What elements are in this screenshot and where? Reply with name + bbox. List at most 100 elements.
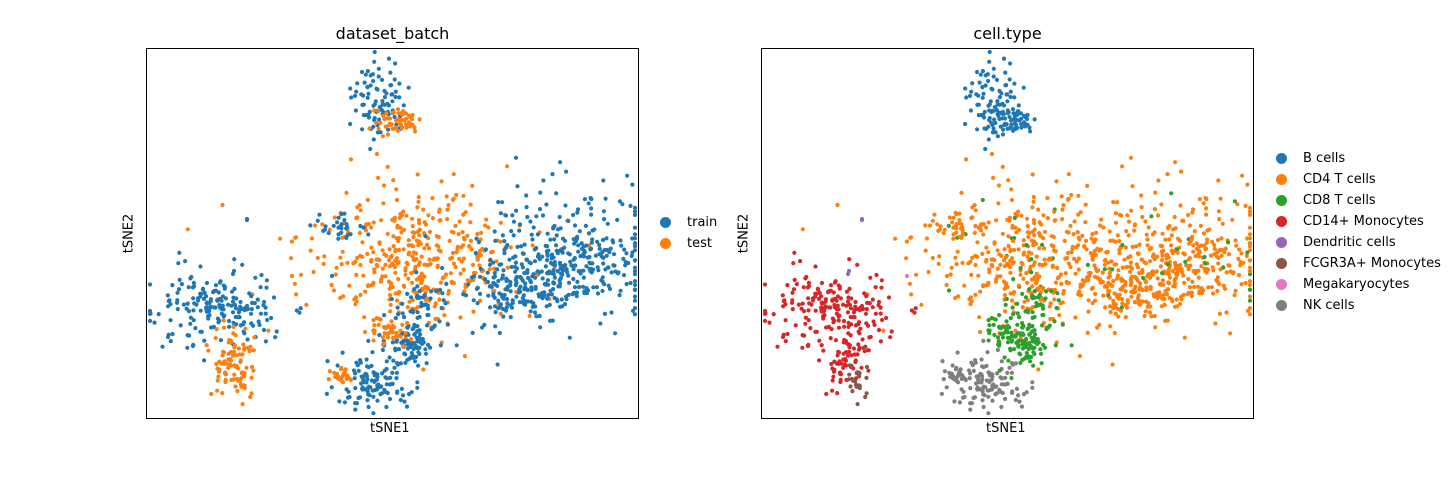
scatter-point <box>1019 125 1024 130</box>
scatter-point <box>425 285 431 291</box>
scatter-point <box>523 281 528 286</box>
scatter-point <box>232 257 237 262</box>
scatter-point <box>557 260 563 265</box>
scatter-point <box>340 374 345 379</box>
scatter-point <box>1123 289 1128 294</box>
scatter-point <box>1160 258 1165 263</box>
scatter-point <box>1016 247 1021 252</box>
scatter-point <box>1113 239 1118 244</box>
scatter-point <box>365 377 370 382</box>
legend-marker <box>1276 279 1287 290</box>
scatter-point <box>1110 267 1115 272</box>
scatter-point <box>563 263 568 268</box>
scatter-point <box>878 311 883 316</box>
scatter-point <box>415 385 420 390</box>
scatter-point <box>336 225 341 230</box>
scatter-point <box>1015 301 1020 306</box>
scatter-point <box>415 284 420 289</box>
scatter-point <box>417 335 422 340</box>
scatter-point <box>1029 257 1034 262</box>
scatter-point <box>1149 214 1154 219</box>
scatter-point <box>554 248 559 253</box>
scatter-point <box>213 336 218 341</box>
scatter-point <box>1160 253 1165 258</box>
plot-area <box>146 48 639 419</box>
scatter-point <box>1111 278 1116 284</box>
legend-item: CD4 T cells <box>1276 169 1441 190</box>
scatter-point <box>500 273 505 278</box>
scatter-point <box>207 313 212 318</box>
scatter-point <box>940 359 945 364</box>
scatter-point <box>1239 282 1244 287</box>
scatter-point <box>1173 160 1178 165</box>
scatter-point <box>817 358 822 363</box>
scatter-point <box>968 302 973 307</box>
scatter-point <box>428 296 433 301</box>
scatter-point <box>1056 298 1061 303</box>
scatter-point <box>567 335 572 340</box>
scatter-point <box>497 330 502 336</box>
scatter-point <box>461 292 466 297</box>
scatter-point <box>1247 265 1253 270</box>
scatter-point <box>980 69 985 74</box>
scatter-point <box>1019 213 1024 218</box>
scatter-point <box>1027 287 1032 292</box>
scatter-point <box>771 312 776 317</box>
scatter-point <box>1161 292 1166 297</box>
scatter-point <box>365 389 370 394</box>
scatter-point <box>861 345 866 351</box>
scatter-point <box>828 305 833 310</box>
scatter-point <box>414 238 419 243</box>
scatter-point <box>234 296 239 301</box>
scatter-point <box>1088 270 1093 276</box>
scatter-point <box>215 378 220 383</box>
scatter-point <box>353 371 358 376</box>
scatter-point <box>1041 213 1046 218</box>
scatter-point <box>1036 367 1041 372</box>
scatter-point <box>170 331 175 337</box>
scatter-point <box>327 227 332 232</box>
scatter-point <box>1001 279 1007 284</box>
scatter-point <box>353 302 358 307</box>
scatter-point <box>1115 200 1120 205</box>
scatter-point <box>347 394 352 400</box>
scatter-point <box>511 233 516 238</box>
scatter-point <box>1008 316 1013 321</box>
scatter-point <box>602 311 607 316</box>
scatter-point <box>492 295 497 300</box>
scatter-point <box>354 272 359 277</box>
scatter-point <box>411 234 416 240</box>
legend-marker <box>1276 216 1287 227</box>
scatter-point <box>1230 217 1235 222</box>
scatter-point <box>502 239 507 244</box>
scatter-point <box>1031 218 1037 223</box>
scatter-point <box>1025 280 1030 285</box>
scatter-point <box>977 80 982 85</box>
scatter-point <box>1138 281 1143 286</box>
scatter-point <box>1183 259 1188 264</box>
scatter-point <box>848 314 853 320</box>
scatter-point <box>853 304 858 309</box>
scatter-point <box>156 312 161 317</box>
scatter-point <box>1140 268 1145 273</box>
scatter-point <box>567 280 572 285</box>
scatter-point <box>574 294 579 299</box>
scatter-point <box>366 232 371 237</box>
scatter-point <box>978 329 983 335</box>
scatter-point <box>427 246 432 251</box>
scatter-point <box>1135 251 1140 256</box>
scatter-point <box>365 95 370 100</box>
scatter-point <box>997 313 1002 318</box>
scatter-point <box>1000 231 1005 236</box>
scatter-point <box>836 283 841 288</box>
scatter-point <box>165 334 171 340</box>
scatter-point <box>1016 393 1021 398</box>
scatter-point <box>451 172 456 177</box>
scatter-point <box>844 340 849 345</box>
scatter-point <box>1169 297 1174 302</box>
scatter-point <box>429 289 434 294</box>
scatter-point <box>566 218 571 223</box>
scatter-point <box>425 262 430 268</box>
scatter-point <box>190 343 195 349</box>
scatter-point <box>242 374 247 379</box>
